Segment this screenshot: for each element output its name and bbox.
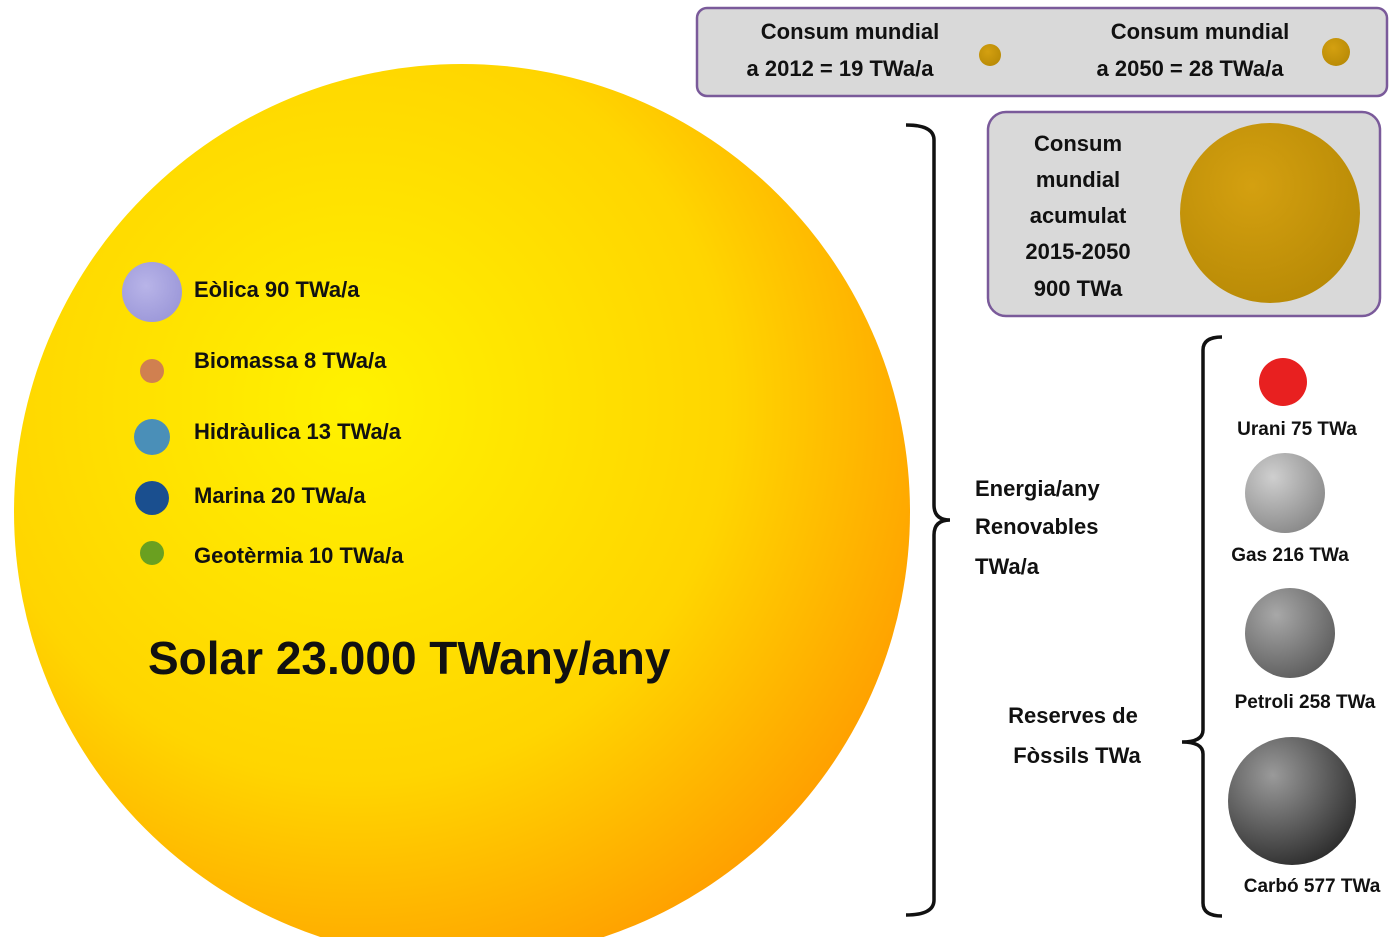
group-label: Renovables	[975, 514, 1099, 539]
fossil-label: Gas 216 TWa	[1231, 545, 1349, 566]
geotermia-circle	[140, 541, 164, 565]
marina-circle	[135, 481, 169, 515]
solar-label: Solar 23.000 TWany/any	[148, 632, 671, 684]
urani-circle	[1259, 358, 1307, 406]
consumption-2050-circle	[1322, 38, 1350, 66]
renewable-label: Eòlica 90 TWa/a	[194, 277, 360, 302]
biomassa-circle	[140, 359, 164, 383]
consumption-2012-circle	[979, 44, 1001, 66]
consumption-text: a 2050 = 28 TWa/a	[1097, 56, 1285, 81]
renewable-label: Geotèrmia 10 TWa/a	[194, 543, 404, 568]
group-label: TWa/a	[975, 554, 1040, 579]
consumption-box	[695, 6, 1389, 98]
group-label: Reserves de	[1008, 703, 1138, 728]
group-label: Energia/any	[975, 476, 1100, 501]
fossil-label: Petroli 258 TWa	[1235, 692, 1376, 713]
renewable-label: Biomassa 8 TWa/a	[194, 348, 387, 373]
gas-circle	[1245, 453, 1325, 533]
solar-circle	[14, 64, 910, 937]
cumulative-text: mundial	[1036, 167, 1120, 192]
fossils-brace	[1181, 335, 1223, 918]
renewable-label: Hidràulica 13 TWa/a	[194, 419, 402, 444]
petroli-circle	[1245, 588, 1335, 678]
hidraulica-circle	[134, 419, 170, 455]
consumption-text: Consum mundial	[1111, 19, 1289, 44]
renewable-label: Marina 20 TWa/a	[194, 483, 366, 508]
carbo-circle	[1228, 737, 1356, 865]
eolica-circle	[122, 262, 182, 322]
fossil-label: Urani 75 TWa	[1237, 419, 1357, 440]
cumulative-circle	[1180, 123, 1360, 303]
cumulative-text: 900 TWa	[1034, 276, 1123, 301]
consumption-text: Consum mundial	[761, 19, 939, 44]
group-label: Fòssils TWa	[1013, 743, 1141, 768]
cumulative-text: Consum	[1034, 131, 1122, 156]
fossil-label: Carbó 577 TWa	[1244, 876, 1381, 897]
renewables-brace	[905, 123, 951, 917]
cumulative-text: acumulat	[1030, 203, 1127, 228]
cumulative-text: 2015-2050	[1025, 239, 1130, 264]
consumption-text: a 2012 = 19 TWa/a	[747, 56, 935, 81]
